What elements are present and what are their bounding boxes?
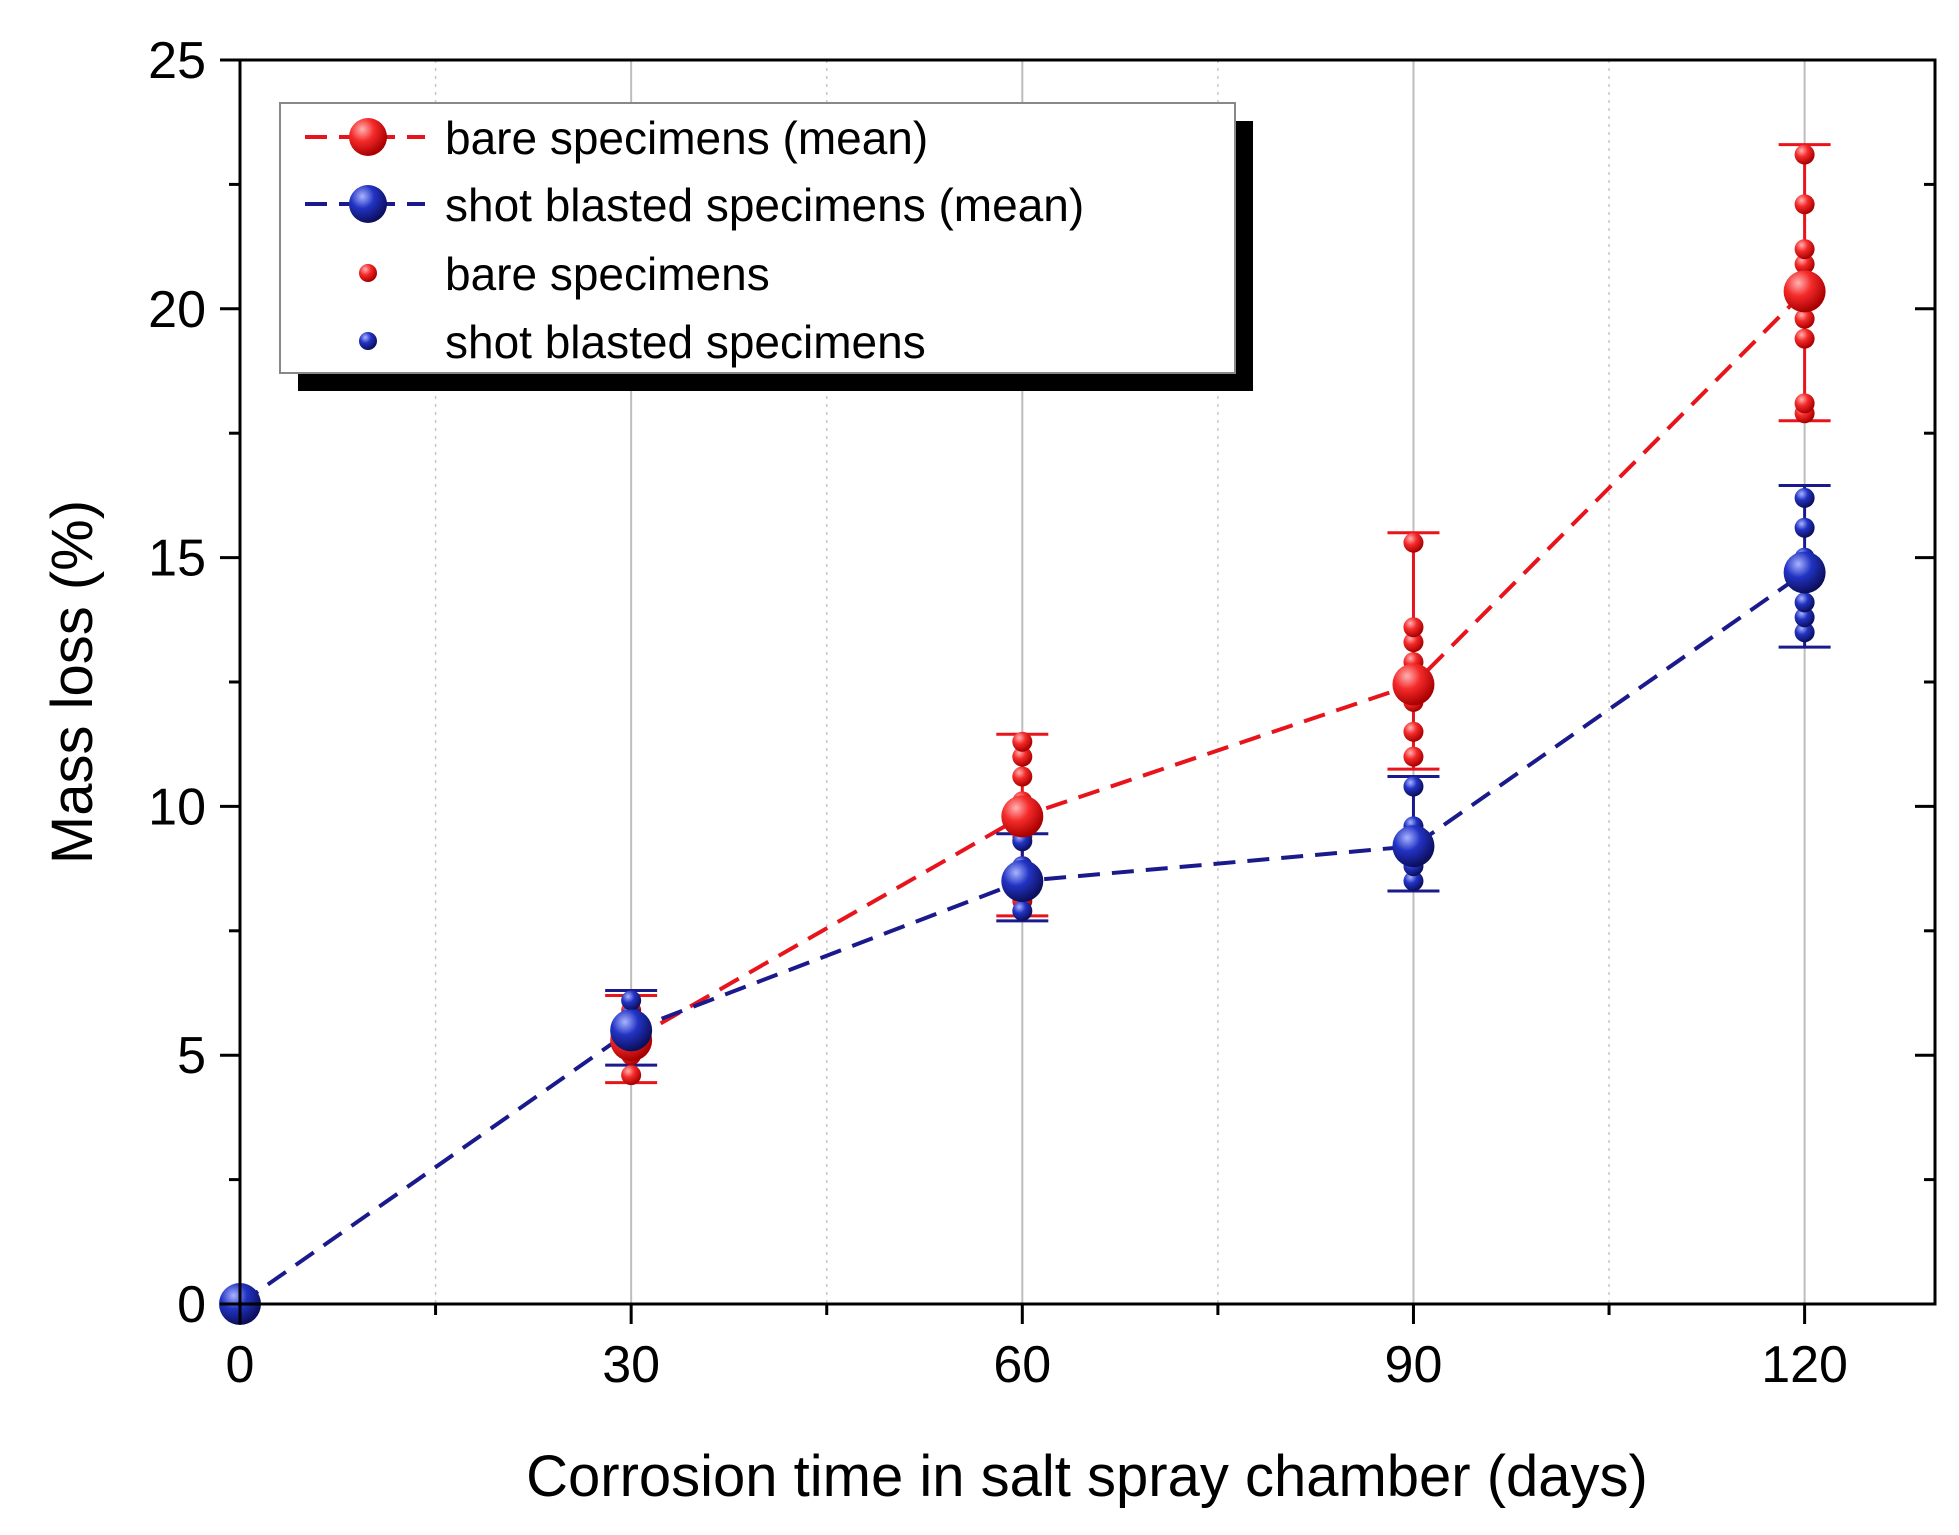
data-point [1794, 607, 1815, 628]
data-point [1794, 592, 1815, 613]
x-axis-label: Corrosion time in salt spray chamber (da… [526, 1444, 1648, 1509]
data-point [1794, 144, 1815, 165]
legend-label: bare specimens [445, 248, 770, 300]
x-tick-label: 0 [226, 1336, 255, 1394]
data-point [1794, 622, 1815, 643]
x-tick-label: 120 [1761, 1336, 1848, 1394]
legend-marker [349, 185, 387, 223]
legend-marker [349, 118, 387, 156]
mean-marker [1392, 663, 1435, 706]
y-tick-label: 0 [177, 1276, 206, 1334]
y-axis-label: Mass loss (%) [40, 500, 105, 864]
data-point [621, 1065, 642, 1086]
y-tick-label: 15 [148, 530, 206, 588]
y-tick-label: 5 [177, 1027, 206, 1085]
legend: bare specimens (mean) shot blasted specim… [279, 102, 1253, 391]
mean-marker [1783, 270, 1826, 313]
mean-marker [1001, 860, 1044, 903]
legend-marker [359, 332, 377, 350]
data-point [1403, 721, 1424, 742]
data-point [1794, 254, 1815, 275]
data-point [1403, 871, 1424, 892]
legend-box [279, 102, 1236, 374]
data-point [1794, 239, 1815, 260]
mean-marker [1392, 825, 1435, 868]
legend-label: bare specimens (mean) [445, 112, 928, 164]
data-point [1012, 731, 1033, 752]
data-point [1403, 617, 1424, 638]
legend-label: shot blasted specimens (mean) [445, 179, 1084, 231]
mean-marker [1783, 551, 1826, 594]
legend-label: shot blasted specimens [445, 316, 926, 368]
data-point [1794, 517, 1815, 538]
legend-marker [359, 264, 377, 282]
mean-marker [1001, 795, 1044, 838]
data-point [1012, 900, 1033, 921]
data-point [1403, 746, 1424, 767]
x-tick-label: 90 [1385, 1336, 1443, 1394]
x-tick-label: 30 [602, 1336, 660, 1394]
mean-marker [610, 1009, 653, 1052]
axis-ticks: 0 30 60 90 120 0 5 10 15 20 25 [148, 32, 1935, 1394]
data-point [1794, 308, 1815, 329]
y-tick-label: 10 [148, 778, 206, 836]
data-point [1794, 393, 1815, 414]
data-point [1794, 328, 1815, 349]
data-point [621, 990, 642, 1011]
series-line [630, 289, 1807, 1043]
y-tick-label: 25 [148, 32, 206, 90]
data-point [1403, 776, 1424, 797]
data-point [1794, 487, 1815, 508]
data-point [1794, 194, 1815, 215]
data-point [1012, 766, 1033, 787]
x-tick-label: 60 [993, 1336, 1051, 1394]
y-tick-label: 20 [148, 281, 206, 339]
data-point [1403, 532, 1424, 553]
data-point [1403, 632, 1424, 653]
data-point [1012, 746, 1033, 767]
